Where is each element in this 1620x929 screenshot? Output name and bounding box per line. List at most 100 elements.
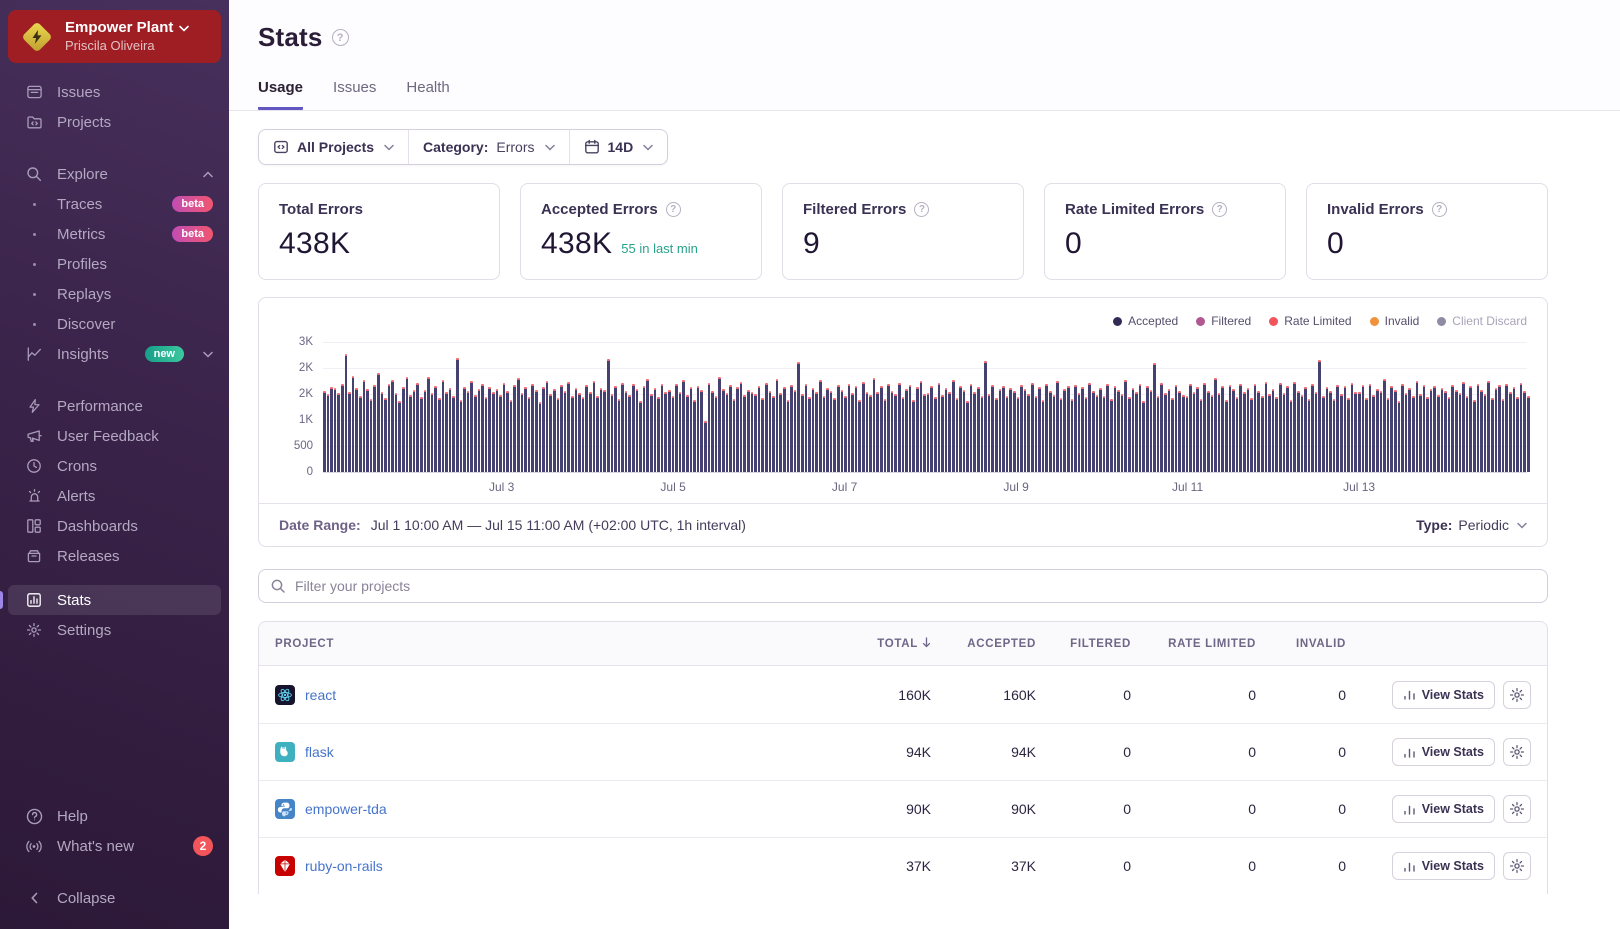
- tab-usage[interactable]: Usage: [258, 79, 303, 110]
- chart-bar: [826, 388, 829, 472]
- project-link[interactable]: ruby-on-rails: [305, 858, 383, 874]
- chart-bar: [1160, 383, 1163, 472]
- dashboards-icon: [24, 518, 44, 534]
- chart-bar: [682, 380, 685, 472]
- chart-bar: [909, 385, 912, 472]
- sidebar-item-profiles[interactable]: Profiles: [8, 249, 221, 279]
- project-link[interactable]: flask: [305, 744, 334, 760]
- legend-item-client-discard[interactable]: Client Discard: [1437, 314, 1527, 328]
- bullet-icon: [24, 263, 44, 266]
- legend-item-invalid[interactable]: Invalid: [1370, 314, 1420, 328]
- chart-bar: [614, 386, 617, 472]
- sidebar-item-explore[interactable]: Explore: [8, 159, 221, 189]
- chart-type-selector[interactable]: Type: Periodic: [1416, 517, 1527, 533]
- chart-bar: [1268, 394, 1271, 472]
- date-period-selector[interactable]: 14D: [569, 130, 668, 164]
- chart-bar: [1304, 387, 1307, 472]
- help-tooltip-icon[interactable]: ?: [1432, 202, 1447, 217]
- chart-bar: [424, 390, 427, 472]
- chevron-down-icon: [1517, 522, 1527, 529]
- sidebar-item-alerts[interactable]: Alerts: [8, 481, 221, 511]
- chart-bar: [981, 396, 984, 472]
- cell-invalid: 0: [1256, 687, 1346, 703]
- sidebar-item-user-feedback[interactable]: User Feedback: [8, 421, 221, 451]
- column-header-total[interactable]: TOTAL: [821, 637, 931, 651]
- chart-bar: [758, 386, 761, 472]
- sidebar-item-crons[interactable]: Crons: [8, 451, 221, 481]
- project-selector[interactable]: All Projects: [259, 130, 408, 164]
- chart-bar: [941, 395, 944, 472]
- sidebar-item-projects[interactable]: Projects: [8, 107, 221, 137]
- chart-bar: [1218, 393, 1221, 472]
- chart-bar: [553, 389, 556, 472]
- chart-bar: [345, 354, 348, 472]
- sidebar-item-replays[interactable]: Replays: [8, 279, 221, 309]
- legend-item-accepted[interactable]: Accepted: [1113, 314, 1178, 328]
- project-filter-input[interactable]: [258, 569, 1548, 603]
- chart-bar: [1513, 387, 1516, 472]
- sidebar-item-traces[interactable]: Tracesbeta: [8, 189, 221, 219]
- help-tooltip-icon[interactable]: ?: [1212, 202, 1227, 217]
- sidebar-item-insights[interactable]: Insightsnew: [8, 339, 221, 369]
- project-settings-button[interactable]: [1503, 852, 1531, 880]
- chart-bar: [991, 385, 994, 472]
- page-header: Stats ? UsageIssuesHealth: [229, 0, 1620, 111]
- legend-item-rate-limited[interactable]: Rate Limited: [1269, 314, 1351, 328]
- view-stats-button[interactable]: View Stats: [1392, 681, 1495, 709]
- chart-bar: [1031, 383, 1034, 472]
- sidebar-item-whats-new[interactable]: What's new 2: [8, 831, 221, 861]
- clock-icon: [24, 458, 44, 474]
- y-axis-tick: 500: [294, 440, 313, 452]
- sidebar-item-issues[interactable]: Issues: [8, 77, 221, 107]
- project-filter: [258, 569, 1548, 603]
- help-tooltip-icon[interactable]: ?: [666, 202, 681, 217]
- chart-bar: [736, 387, 739, 472]
- sidebar-item-performance[interactable]: Performance: [8, 391, 221, 421]
- sidebar-item-settings[interactable]: Settings: [8, 615, 221, 645]
- tab-health[interactable]: Health: [406, 79, 449, 110]
- sidebar-item-dashboards[interactable]: Dashboards: [8, 511, 221, 541]
- chart-bar: [323, 391, 326, 472]
- chart-bar: [848, 384, 851, 472]
- sidebar-item-help[interactable]: Help: [8, 801, 221, 831]
- project-settings-button[interactable]: [1503, 795, 1531, 823]
- chart-bar: [546, 381, 549, 472]
- project-settings-button[interactable]: [1503, 738, 1531, 766]
- chart-bar: [1178, 391, 1181, 472]
- chart-bar: [1326, 387, 1329, 472]
- chart-bar: [1466, 396, 1469, 472]
- chart-bar: [894, 394, 897, 472]
- chart-bar: [952, 380, 955, 472]
- y-axis-tick: 2K: [299, 362, 313, 374]
- chart-bar: [355, 388, 358, 472]
- sidebar-item-stats[interactable]: Stats: [8, 585, 221, 615]
- page-help-icon[interactable]: ?: [332, 29, 349, 46]
- chart-bar: [672, 396, 675, 472]
- chart-bar: [956, 398, 959, 472]
- sidebar-item-metrics[interactable]: Metricsbeta: [8, 219, 221, 249]
- view-stats-button[interactable]: View Stats: [1392, 852, 1495, 880]
- chart-bar: [628, 395, 631, 472]
- chart-bar: [481, 384, 484, 472]
- org-switcher[interactable]: Empower Plant Priscila Oliveira: [8, 10, 221, 63]
- chart-bar: [1390, 386, 1393, 472]
- sidebar-collapse-button[interactable]: Collapse: [8, 883, 221, 913]
- view-stats-button[interactable]: View Stats: [1392, 795, 1495, 823]
- chart-bar: [1128, 397, 1131, 472]
- legend-item-filtered[interactable]: Filtered: [1196, 314, 1251, 328]
- chart-bar: [517, 378, 520, 472]
- tab-issues[interactable]: Issues: [333, 79, 376, 110]
- chart-bar: [1372, 395, 1375, 472]
- sidebar-item-discover[interactable]: Discover: [8, 309, 221, 339]
- y-axis-tick: 0: [307, 466, 313, 478]
- view-stats-button[interactable]: View Stats: [1392, 738, 1495, 766]
- chart-bar: [654, 388, 657, 472]
- project-link[interactable]: react: [305, 687, 336, 703]
- sidebar-item-releases[interactable]: Releases: [8, 541, 221, 571]
- project-link[interactable]: empower-tda: [305, 801, 387, 817]
- y-axis-tick: 2K: [299, 388, 313, 400]
- chart-bar: [945, 388, 948, 472]
- category-selector[interactable]: Category: Errors: [408, 130, 568, 164]
- help-tooltip-icon[interactable]: ?: [914, 202, 929, 217]
- project-settings-button[interactable]: [1503, 681, 1531, 709]
